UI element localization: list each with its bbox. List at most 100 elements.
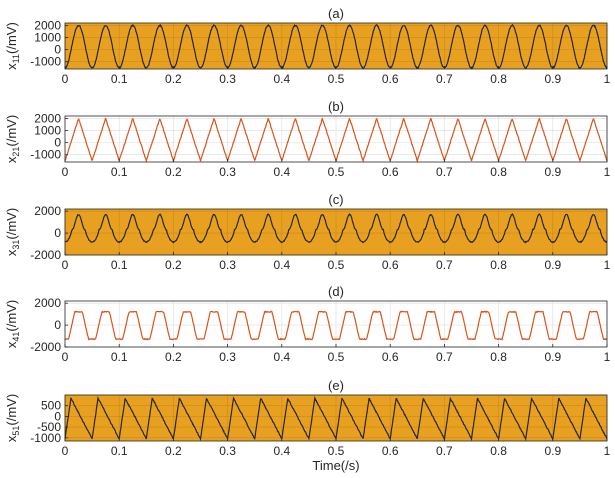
- x-tick-label: 0.9: [544, 444, 561, 458]
- x-tick-label: 0.4: [273, 444, 290, 458]
- y-axis-label: x51(/mV): [4, 394, 21, 442]
- x-tick-label: 1: [604, 444, 611, 458]
- subplot-b: 0 0.1 0.2 0.3 0.4 0.5 0.6 0.7 0.8 0.9 1200010000-1…: [4, 99, 611, 179]
- y-tick-label: 1000: [34, 124, 61, 138]
- subplot-title: (a): [328, 6, 344, 21]
- x-tick-label: 0.2: [165, 258, 182, 272]
- x-tick-label: 0.2: [165, 165, 182, 179]
- y-tick-label: 0: [54, 318, 61, 332]
- x-tick-label: 0: [62, 72, 69, 86]
- x-tick-label: 0.8: [490, 444, 507, 458]
- series-line: [64, 212, 608, 244]
- x-tick-label: 0: [62, 165, 69, 179]
- subplot-title: (c): [328, 192, 343, 207]
- y-axis-label-main: x: [4, 156, 19, 163]
- y-axis-label-main: x: [4, 63, 19, 70]
- x-tick-label: 0.4: [273, 258, 290, 272]
- y-axis-label-subscript: 51: [11, 426, 21, 436]
- x-tick-label: 0.9: [544, 72, 561, 86]
- y-axis-label-subscript: 21: [11, 147, 21, 157]
- x-tick-label: 0.9: [544, 350, 561, 364]
- subplot-panels: 0 0.1 0.2 0.3 0.4 0.5 0.6 0.7 0.8 0.9 1200010000-1…: [4, 6, 611, 458]
- y-tick-label: 2000: [34, 111, 61, 125]
- x-tick-label: 1: [604, 350, 611, 364]
- x-tick-label: 0.3: [219, 258, 236, 272]
- x-tick-label: 0: [62, 258, 69, 272]
- x-tick-label: 0.8: [490, 258, 507, 272]
- x-tick-label: 0.6: [382, 350, 399, 364]
- series-line: [64, 310, 608, 341]
- y-axis-label: x11(/mV): [4, 22, 21, 70]
- x-tick-label: 0.7: [436, 258, 453, 272]
- subplot-a: 0 0.1 0.2 0.3 0.4 0.5 0.6 0.7 0.8 0.9 1200010000-1…: [4, 6, 611, 86]
- x-tick-label: 0.8: [490, 165, 507, 179]
- y-tick-label: -2000: [30, 340, 61, 354]
- y-axis-label: x21(/mV): [4, 115, 21, 163]
- x-tick-label: 0.6: [382, 258, 399, 272]
- y-tick-label: 0: [54, 409, 61, 423]
- x-tick-label: 0.5: [328, 444, 345, 458]
- x-tick-label: 0.3: [219, 72, 236, 86]
- x-tick-label: 0.1: [111, 165, 128, 179]
- x-tick-label: 0.2: [165, 444, 182, 458]
- y-tick-label: 0: [54, 226, 61, 240]
- y-axis-label: x41(/mV): [4, 300, 21, 348]
- y-axis-label-unit: (/mV): [4, 300, 19, 332]
- y-axis-label-subscript: 41: [11, 332, 21, 342]
- y-axis-label-subscript: 31: [11, 240, 21, 250]
- x-tick-label: 0.5: [328, 72, 345, 86]
- y-axis-label-main: x: [4, 341, 19, 348]
- x-tick-label: 0.3: [219, 444, 236, 458]
- x-tick-label: 0.4: [273, 72, 290, 86]
- x-tick-label: 0.1: [111, 350, 128, 364]
- x-tick-label: 0.4: [273, 350, 290, 364]
- x-tick-label: 0.4: [273, 165, 290, 179]
- subplot-e: 0 0.1 0.2 0.3 0.4 0.5 0.6 0.7 0.8 0.9 15000-500-10…: [4, 378, 611, 458]
- x-tick-label: 0.1: [111, 444, 128, 458]
- x-tick-label: 1: [604, 165, 611, 179]
- y-tick-label: -1000: [30, 148, 61, 162]
- y-axis-label-main: x: [4, 435, 19, 442]
- x-tick-label: 1: [604, 72, 611, 86]
- x-tick-label: 0.6: [382, 444, 399, 458]
- x-tick-label: 0.8: [490, 72, 507, 86]
- y-tick-label: 0: [54, 136, 61, 150]
- x-tick-label: 0.3: [219, 350, 236, 364]
- x-axis-label: Time(/s): [312, 458, 359, 473]
- y-axis-label-unit: (/mV): [4, 394, 19, 426]
- subplot-title: (d): [328, 284, 344, 299]
- y-tick-label: 1000: [34, 31, 61, 45]
- subplot-d: 0 0.1 0.2 0.3 0.4 0.5 0.6 0.7 0.8 0.9 120000-2000(…: [4, 284, 611, 364]
- x-tick-label: 0.3: [219, 165, 236, 179]
- x-tick-label: 0.1: [111, 258, 128, 272]
- y-axis-label-unit: (/mV): [4, 208, 19, 240]
- x-tick-label: 0.8: [490, 350, 507, 364]
- y-tick-label: 0: [54, 43, 61, 57]
- subplot-title: (b): [328, 99, 344, 114]
- y-tick-label: -500: [37, 420, 61, 434]
- x-tick-label: 0.2: [165, 350, 182, 364]
- subplot-c: 0 0.1 0.2 0.3 0.4 0.5 0.6 0.7 0.8 0.9 120000-2000(…: [4, 192, 611, 272]
- x-tick-label: 0.9: [544, 258, 561, 272]
- x-tick-label: 0.7: [436, 165, 453, 179]
- subplot-title: (e): [328, 378, 344, 393]
- y-axis-label-unit: (/mV): [4, 115, 19, 147]
- y-axis-label-unit: (/mV): [4, 22, 19, 54]
- y-tick-label: 2000: [34, 296, 61, 310]
- x-tick-label: 0: [62, 444, 69, 458]
- x-tick-label: 0.6: [382, 165, 399, 179]
- y-axis-label-subscript: 11: [11, 54, 21, 63]
- y-tick-label: 2000: [34, 18, 61, 32]
- x-tick-label: 0.5: [328, 258, 345, 272]
- x-tick-label: 0.5: [328, 350, 345, 364]
- x-tick-label: 0.1: [111, 72, 128, 86]
- x-tick-label: 0.6: [382, 72, 399, 86]
- x-tick-label: 0: [62, 350, 69, 364]
- y-tick-label: -1000: [30, 431, 61, 445]
- x-tick-label: 0.7: [436, 444, 453, 458]
- y-tick-label: -1000: [30, 55, 61, 69]
- x-tick-label: 0.7: [436, 72, 453, 86]
- x-tick-label: 0.9: [544, 165, 561, 179]
- y-tick-label: -2000: [30, 248, 61, 262]
